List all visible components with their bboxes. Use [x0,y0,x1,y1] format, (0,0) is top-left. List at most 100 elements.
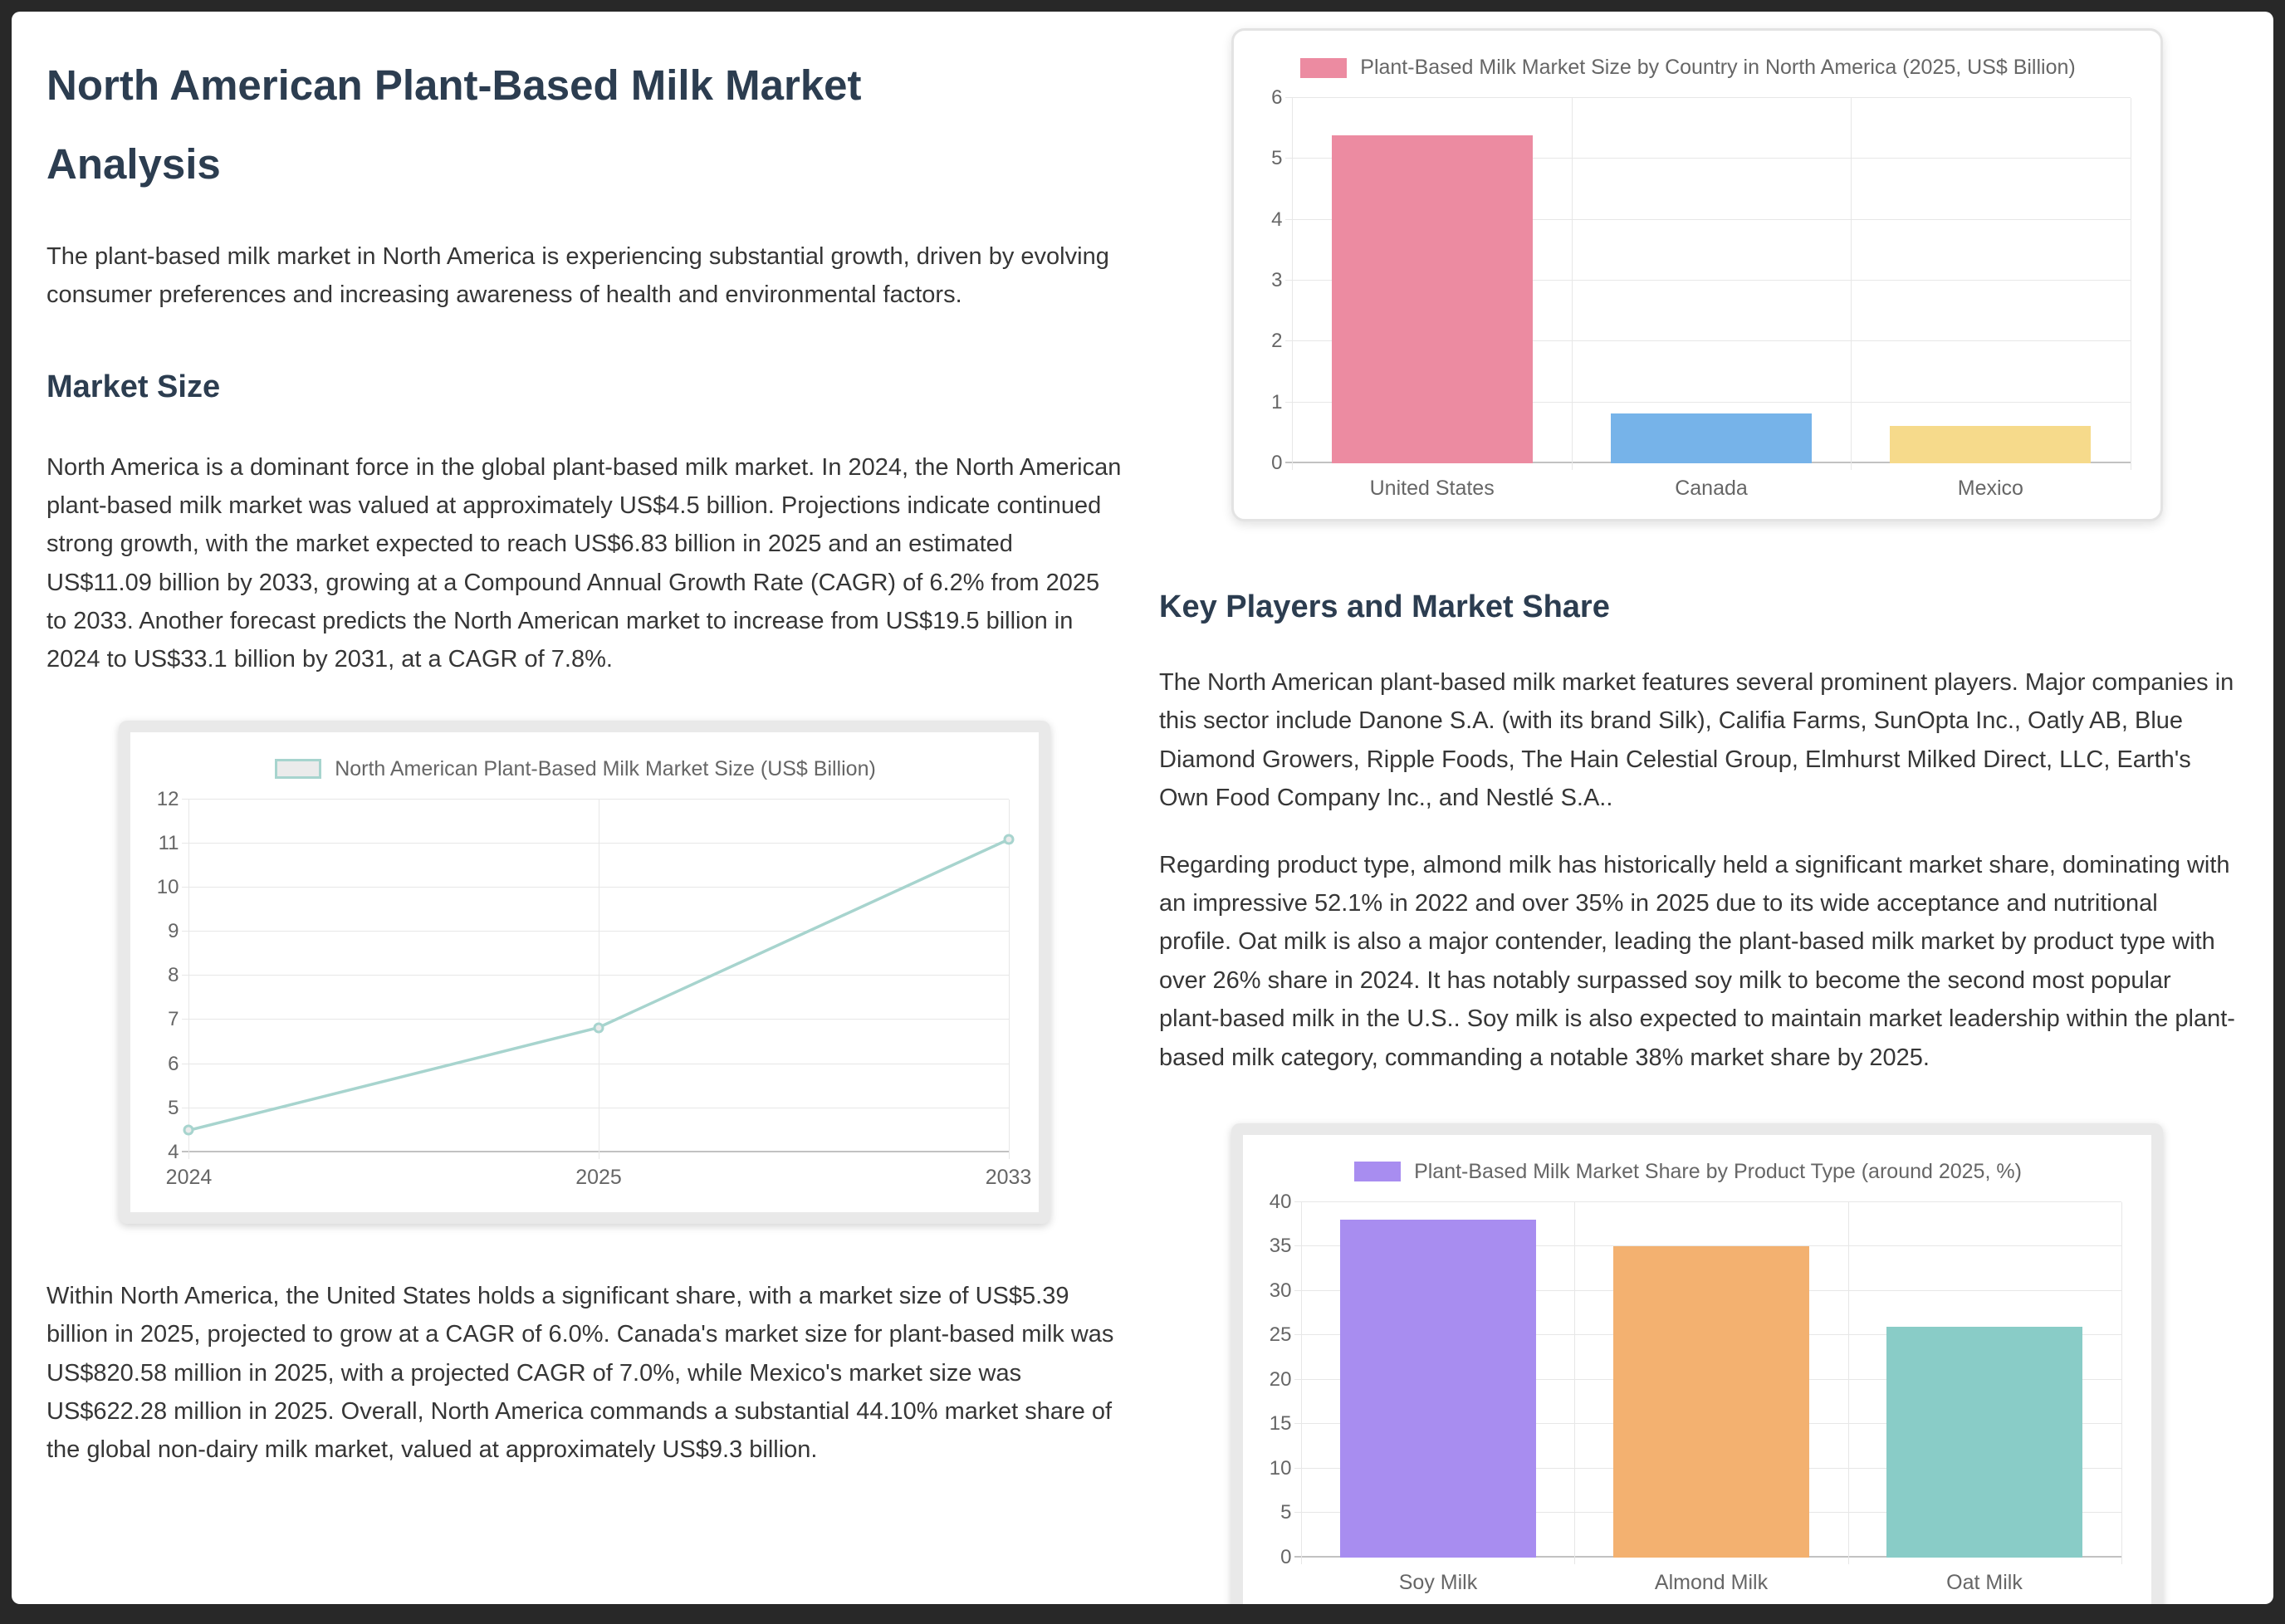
y-tick-label: 1 [1271,390,1283,413]
y-tick-label: 9 [168,920,179,943]
gridline-x [188,799,190,1159]
gridline-x [2121,1201,2122,1564]
x-tick-label: Almond Milk [1654,1570,1769,1594]
plot-wrap: 0 5 10 15 20 25 30 35 40 [1255,1191,2122,1568]
bar-canada [1610,413,1813,463]
chart-legend: North American Plant-Based Milk Market S… [142,757,1008,781]
data-point-2025 [593,1022,604,1033]
key-players-paragraph-1: The North American plant-based milk mark… [1159,669,2234,812]
gridline-y [1285,401,2131,403]
gridline-x [1301,1201,1303,1564]
legend-label: Plant-Based Milk Market Share by Product… [1414,1159,2022,1183]
x-tick-label: Canada [1675,477,1748,500]
y-tick-label: 4 [168,1140,179,1163]
market-size-paragraph-1: North America is a dominant force in the… [46,453,1122,673]
gridline-y [182,842,1009,844]
chart-inner: Plant-Based Milk Market Share by Product… [1243,1135,2150,1604]
gridline-x [1292,98,1294,470]
x-tick-label: 2033 [985,1165,1032,1189]
y-tick-label: 7 [168,1008,179,1031]
x-tick-label: Mexico [1957,477,2023,500]
y-tick-label: 0 [1280,1545,1292,1568]
gridline-y [1285,340,2131,342]
x-tick-label: United States [1369,477,1495,500]
plot-area [1285,97,2131,470]
plot-wrap: 0 1 2 3 4 5 6 [1245,86,2131,474]
y-tick-label: 5 [168,1096,179,1119]
bar-united-states [1331,135,1533,463]
bar-soy-milk [1339,1220,1537,1558]
plot-area [188,798,1008,1159]
bar-oat-milk [1886,1326,2083,1558]
y-tick-label: 0 [1271,452,1283,474]
chart-legend: Plant-Based Milk Market Size by Country … [1245,56,2130,80]
legend-swatch [275,759,322,780]
plot-wrap: 4 5 6 7 8 9 10 11 12 [142,788,1008,1163]
chart-inner: North American Plant-Based Milk Market S… [130,732,1038,1212]
legend-label: Plant-Based Milk Market Size by Country … [1360,56,2076,79]
gridline-y [182,1150,1009,1152]
gridline-y [1294,1245,2121,1247]
data-point-2033 [1003,834,1015,845]
x-tick-label: Soy Milk [1398,1570,1478,1594]
line-chart-market-size: North American Plant-Based Milk Market S… [119,720,1050,1224]
page-title: North American Plant-Based Milk Market A… [46,61,862,188]
intro-paragraph: The plant-based milk market in North Ame… [46,242,1109,309]
gridline-x [1574,1201,1576,1564]
y-tick-label: 3 [1271,269,1283,291]
x-axis-labels: United States Canada Mexico [1292,477,2130,501]
y-tick-label: 25 [1269,1323,1292,1347]
left-column: North American Plant-Based Milk Market A… [46,42,1123,1604]
gridline-y [182,931,1009,932]
y-tick-label: 15 [1269,1412,1292,1436]
legend-swatch [1300,57,1348,78]
y-tick-label: 10 [156,876,179,899]
y-tick-label: 40 [1269,1190,1292,1213]
bar-mexico [1890,425,2092,463]
gridline-y [182,975,1009,976]
two-column-layout: North American Plant-Based Milk Market A… [46,28,2235,1604]
bar-chart-product-type: Plant-Based Milk Market Share by Product… [1231,1123,2163,1604]
y-tick-label: 5 [1280,1501,1292,1524]
gridline-y [1285,280,2131,281]
chart-legend: Plant-Based Milk Market Share by Product… [1255,1160,2121,1184]
gridline-y [182,1019,1009,1020]
y-tick-label: 10 [1269,1456,1292,1480]
chart-inner: Plant-Based Milk Market Size by Country … [1234,31,2160,519]
y-tick-label: 6 [168,1052,179,1075]
bar-almond-milk [1612,1246,1810,1558]
x-tick-label: Oat Milk [1946,1570,2023,1594]
y-tick-label: 4 [1271,208,1283,231]
gridline-y [182,887,1009,888]
market-size-paragraph-2: Within North America, the United States … [46,1282,1114,1464]
right-column: Plant-Based Milk Market Size by Country … [1159,28,2235,1604]
x-axis-labels: Soy Milk Almond Milk Oat Milk [1301,1571,2121,1595]
market-size-heading: Market Size [46,369,221,404]
gridline-x [1571,98,1573,470]
content-card: North American Plant-Based Milk Market A… [12,12,2273,1604]
y-tick-label: 30 [1269,1279,1292,1302]
gridline-y [182,798,1009,800]
key-players-heading: Key Players and Market Share [1159,589,1610,624]
bar-chart-country: Plant-Based Milk Market Size by Country … [1231,28,2163,521]
y-tick-label: 2 [1271,330,1283,353]
legend-swatch [1354,1162,1402,1182]
gridline-x [1851,98,1852,470]
plot-area [1294,1201,2122,1564]
legend-label: North American Plant-Based Milk Market S… [335,756,876,780]
y-axis: 0 1 2 3 4 5 6 [1245,86,1292,474]
gridline-y [1285,218,2131,220]
y-tick-label: 20 [1269,1367,1292,1391]
x-tick-label: 2025 [575,1165,622,1189]
gridline-x [1008,799,1010,1159]
x-tick-label: 2024 [165,1165,213,1189]
gridline-y [1294,1201,2121,1202]
y-tick-label: 11 [158,831,179,854]
y-tick-label: 8 [168,964,179,987]
y-axis: 4 5 6 7 8 9 10 11 12 [142,788,188,1163]
key-players-paragraph-2: Regarding product type, almond milk has … [1159,851,2235,1071]
y-tick-label: 5 [1271,147,1283,170]
gridline-y [1285,97,2131,98]
x-axis-labels: 2024 2025 2033 [166,1165,1032,1194]
